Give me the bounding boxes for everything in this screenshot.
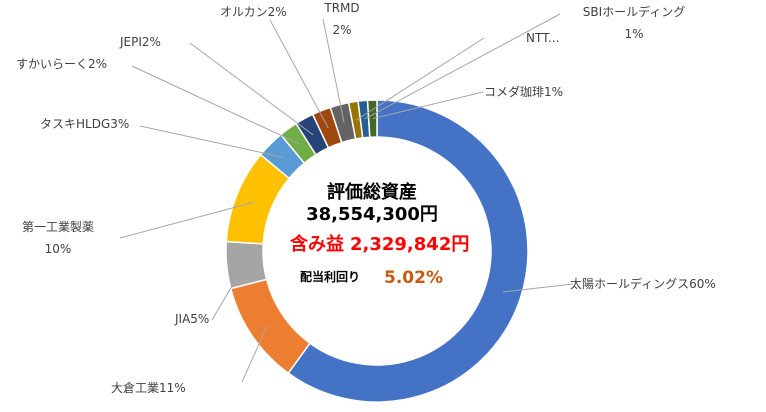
slice-コメダ珈琲 [366,99,378,139]
slice-label: 大倉工業11% [111,380,186,395]
leader-line [364,13,561,120]
leader-line [131,65,300,145]
leader-line [269,19,329,129]
yield-value: 5.02% [384,268,443,288]
leader-line [119,201,254,239]
slice-labels: 太陽ホールディングス60% 大倉工業11% JIA5% 第一工業製薬 10% タスキHLD… [16,1,716,395]
slice-大倉工業 [229,278,312,375]
gain-text: 含み益 2,329,842円 [290,233,469,255]
slice-label: TRMD 2% [323,1,359,37]
leader-line [356,37,485,121]
slice-label: 第一工業製薬 10% [22,220,94,256]
slice-label: タスキHLDG3% [40,117,129,131]
slice-label: JIA5% [174,312,209,326]
slice-label: オルカン2% [220,5,287,19]
total-value: 38,554,300円 [306,204,438,225]
slice-label: すかいらーく2% [16,57,107,71]
yield-label: 配当利回り [300,269,360,284]
leader-line [502,283,574,293]
leader-line [139,125,284,158]
leader-line [322,18,345,123]
center-title: 評価総資産 [327,181,417,203]
slice-JIA [225,240,268,290]
center-summary: 評価総資産 38,554,300円 含み益 2,329,842円 配当利回り 5.… [290,181,469,288]
slice-label: 太陽ホールディングス60% [570,276,716,291]
leader-line [189,42,314,136]
gain-value: 2,329,842円 [350,234,469,255]
leader-line [241,325,268,383]
slice-label: JEPI2% [119,35,161,49]
slice-太陽ホールディングス [287,99,529,403]
gain-label: 含み益 [290,233,344,255]
slice-label: コメダ珈琲1% [484,84,563,99]
slice-label: SBIホールディング 1% [583,4,686,41]
leader-line [211,263,246,321]
slice-label: NTT... [526,31,559,45]
leader-lines [119,13,574,383]
leader-line [372,91,484,120]
